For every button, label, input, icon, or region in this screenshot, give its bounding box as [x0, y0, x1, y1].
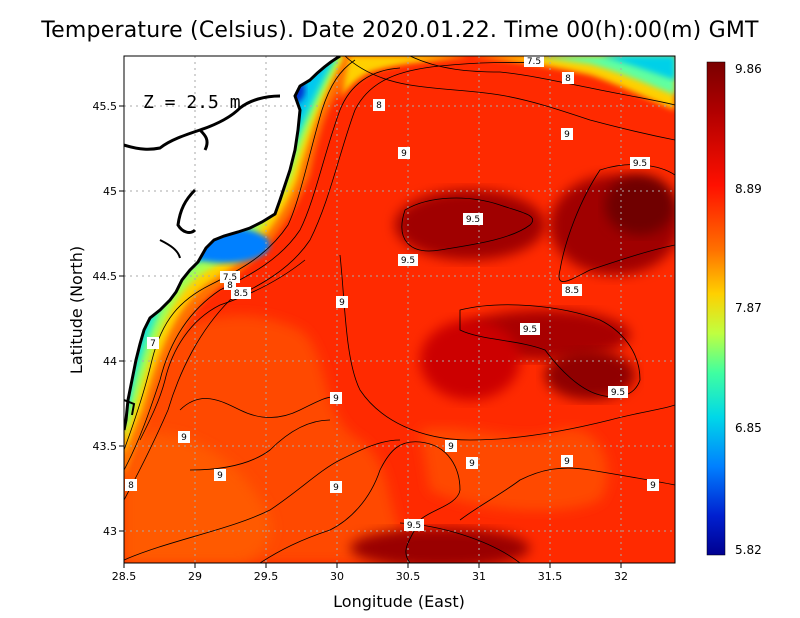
x-tick-label: 29	[188, 570, 202, 583]
contour-label: 9.5	[463, 213, 483, 225]
x-tick-label: 30	[330, 570, 344, 583]
contour-label: 9	[330, 392, 342, 404]
svg-text:9: 9	[217, 471, 223, 481]
contour-labels: 7.5 8 8 9 9 9.5 9.5 9.5 7.5 8.5 8 9 8.5 …	[125, 56, 659, 531]
contour-label: 9.5	[630, 157, 650, 169]
contour-label: 9	[178, 431, 190, 443]
svg-text:9: 9	[181, 433, 187, 443]
colorbar-label: 6.85	[735, 421, 762, 435]
x-tick-label: 29.5	[254, 570, 279, 583]
colorbar-gradient	[706, 61, 726, 556]
svg-text:7.5: 7.5	[223, 273, 237, 283]
contour-label: 9	[561, 455, 573, 467]
contour-label: 9	[561, 128, 573, 140]
svg-text:9: 9	[401, 149, 407, 159]
contour-lines	[124, 56, 675, 563]
svg-text:9.5: 9.5	[611, 388, 625, 398]
x-axis: 28.5 29 29.5 30 30.5 31 31.5 32	[112, 563, 628, 583]
svg-text:9: 9	[650, 481, 656, 491]
svg-text:9: 9	[564, 130, 570, 140]
contour-label: 9.5	[398, 254, 418, 266]
x-tick-label: 30.5	[396, 570, 421, 583]
svg-text:8.5: 8.5	[234, 289, 248, 299]
svg-text:8.5: 8.5	[565, 286, 579, 296]
contour-label: 9	[214, 469, 226, 481]
colorbar-label: 7.87	[735, 301, 762, 315]
contour-label: 9	[336, 296, 348, 308]
contour-label: 9.5	[404, 519, 424, 531]
svg-text:7.5: 7.5	[527, 57, 541, 67]
svg-text:8: 8	[227, 281, 233, 291]
colorbar-label: 9.86	[735, 62, 762, 76]
y-tick-label: 45.5	[93, 100, 118, 113]
depth-label: Z = 2.5 m	[143, 92, 241, 113]
svg-text:9: 9	[469, 459, 475, 469]
y-tick-label: 43	[103, 525, 117, 538]
contour-label: 9	[647, 479, 659, 491]
y-axis: 43 43.5 44 44.5 45 45.5	[93, 100, 124, 538]
temperature-field: 7.5 8 8 9 9 9.5 9.5 9.5 7.5 8.5 8 9 8.5 …	[124, 56, 675, 563]
contour-label: 9	[466, 457, 478, 469]
svg-text:9: 9	[564, 457, 570, 467]
colorbar: 9.86 8.89 7.87 6.85 5.82	[706, 61, 762, 557]
colorbar-label: 8.89	[735, 182, 762, 196]
svg-text:8: 8	[376, 101, 382, 111]
x-axis-title: Longitude (East)	[333, 592, 465, 611]
contour-label: 8	[373, 99, 385, 111]
y-tick-label: 43.5	[93, 440, 118, 453]
contour-label: 9	[445, 440, 457, 452]
svg-text:9.5: 9.5	[401, 256, 415, 266]
colorbar-label: 5.82	[735, 543, 762, 557]
svg-text:9: 9	[333, 394, 339, 404]
svg-text:9: 9	[333, 483, 339, 493]
svg-text:9.5: 9.5	[633, 159, 647, 169]
page-title: Temperature (Celsius). Date 2020.01.22. …	[41, 18, 759, 43]
svg-text:9.5: 9.5	[407, 521, 421, 531]
plot-frame	[123, 55, 676, 564]
contour-label: 8	[224, 280, 236, 291]
y-tick-label: 45	[103, 185, 117, 198]
contour-label: 8.5	[562, 284, 582, 296]
svg-text:9: 9	[448, 442, 454, 452]
x-tick-label: 28.5	[112, 570, 137, 583]
svg-text:9.5: 9.5	[466, 215, 480, 225]
y-tick-label: 44	[103, 355, 117, 368]
contour-label: 9.5	[608, 386, 628, 398]
svg-text:8: 8	[128, 481, 134, 491]
contour-label: 8	[562, 72, 574, 84]
contour-label: 7.5	[524, 56, 544, 67]
contour-label: 7	[147, 337, 159, 349]
svg-text:8: 8	[565, 74, 571, 84]
y-axis-title: Latitude (North)	[67, 246, 86, 374]
svg-text:9.5: 9.5	[523, 325, 537, 335]
x-tick-label: 32	[614, 570, 628, 583]
x-tick-label: 31	[472, 570, 486, 583]
coastline	[124, 56, 341, 431]
contour-label: 9	[330, 481, 342, 493]
contour-label: 9	[398, 147, 410, 159]
x-tick-label: 31.5	[538, 570, 563, 583]
contour-label: 8	[125, 479, 137, 491]
svg-text:9: 9	[339, 298, 345, 308]
contour-label: 9.5	[520, 323, 540, 335]
y-tick-label: 44.5	[93, 270, 118, 283]
svg-text:7: 7	[150, 339, 156, 349]
